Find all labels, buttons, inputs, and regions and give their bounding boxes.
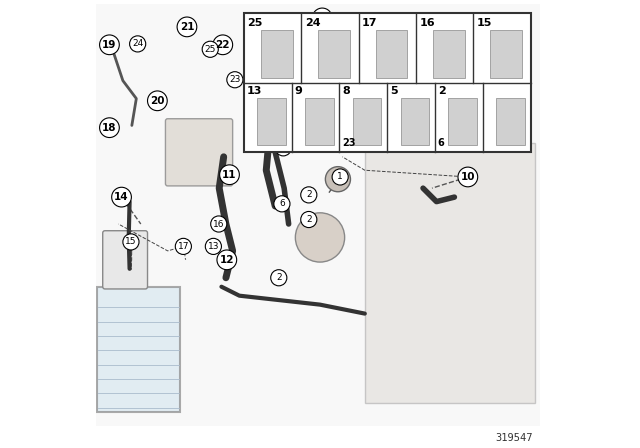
Text: 2: 2 — [306, 215, 312, 224]
Bar — [401, 98, 429, 145]
Circle shape — [261, 19, 280, 39]
Circle shape — [205, 238, 221, 254]
Circle shape — [123, 234, 139, 250]
Circle shape — [312, 8, 332, 28]
Text: 21: 21 — [180, 22, 194, 32]
FancyBboxPatch shape — [165, 119, 233, 186]
Circle shape — [217, 250, 237, 270]
Text: 18: 18 — [102, 123, 116, 133]
Bar — [365, 143, 535, 403]
Text: 16: 16 — [213, 220, 225, 228]
Text: 22: 22 — [216, 40, 230, 50]
Bar — [496, 98, 525, 145]
Circle shape — [332, 169, 348, 185]
Circle shape — [333, 108, 349, 125]
Text: 17: 17 — [362, 18, 378, 28]
Text: 19: 19 — [102, 40, 116, 50]
Circle shape — [301, 187, 317, 203]
Circle shape — [148, 91, 167, 111]
Text: 6: 6 — [279, 199, 285, 208]
Bar — [257, 98, 286, 145]
Text: 13: 13 — [207, 242, 219, 251]
Text: 8: 8 — [342, 86, 350, 96]
Text: 9: 9 — [265, 121, 271, 130]
Text: 319547: 319547 — [495, 433, 533, 443]
Bar — [433, 30, 465, 78]
Text: 5: 5 — [390, 86, 397, 96]
Text: 20: 20 — [150, 96, 164, 106]
Bar — [318, 30, 350, 78]
Circle shape — [251, 79, 267, 95]
Text: 17: 17 — [178, 242, 189, 251]
Circle shape — [271, 270, 287, 286]
Text: 9: 9 — [294, 86, 302, 96]
Text: 7: 7 — [280, 143, 286, 152]
Circle shape — [100, 35, 119, 55]
Circle shape — [220, 165, 239, 185]
Circle shape — [296, 213, 344, 262]
Text: 23: 23 — [229, 75, 241, 84]
Text: 25: 25 — [205, 45, 216, 54]
Circle shape — [325, 167, 351, 192]
Text: 8: 8 — [338, 112, 344, 121]
Text: 2: 2 — [306, 190, 312, 199]
Circle shape — [100, 118, 119, 138]
Text: 13: 13 — [246, 86, 262, 96]
Circle shape — [274, 196, 290, 212]
Text: 15: 15 — [125, 237, 137, 246]
Text: 11: 11 — [222, 170, 237, 180]
Circle shape — [112, 187, 131, 207]
Circle shape — [458, 167, 477, 187]
Bar — [353, 98, 381, 145]
Bar — [490, 30, 522, 78]
Text: 1: 1 — [337, 172, 343, 181]
Text: 4: 4 — [319, 13, 326, 23]
Text: 5: 5 — [256, 83, 262, 92]
Text: 23: 23 — [342, 138, 356, 148]
Bar — [244, 13, 531, 152]
Bar — [376, 30, 407, 78]
Circle shape — [227, 72, 243, 88]
Circle shape — [260, 117, 276, 134]
Circle shape — [175, 238, 191, 254]
Circle shape — [130, 36, 146, 52]
Text: 24: 24 — [132, 39, 143, 48]
Bar — [305, 98, 333, 145]
Text: 10: 10 — [461, 172, 475, 182]
Text: 16: 16 — [419, 18, 435, 28]
Text: 15: 15 — [477, 18, 492, 28]
FancyBboxPatch shape — [96, 4, 540, 426]
Text: 2: 2 — [276, 273, 282, 282]
Text: 3: 3 — [267, 24, 275, 34]
Text: 12: 12 — [220, 255, 234, 265]
Text: 25: 25 — [248, 18, 263, 28]
Circle shape — [202, 41, 218, 57]
Circle shape — [275, 140, 291, 156]
Circle shape — [177, 17, 197, 37]
Bar — [261, 30, 292, 78]
Text: 6: 6 — [438, 138, 444, 148]
Text: 24: 24 — [305, 18, 321, 28]
FancyBboxPatch shape — [103, 231, 148, 289]
Circle shape — [301, 211, 317, 228]
Bar — [97, 287, 180, 412]
Circle shape — [213, 35, 233, 55]
Text: 2: 2 — [438, 86, 445, 96]
Bar — [449, 98, 477, 145]
Text: 14: 14 — [114, 192, 129, 202]
Circle shape — [211, 216, 227, 232]
